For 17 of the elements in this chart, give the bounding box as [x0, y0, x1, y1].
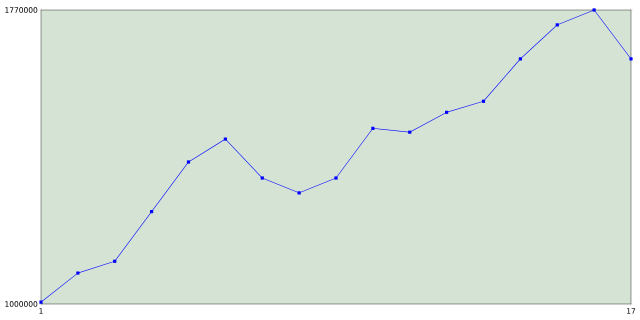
point	[518, 57, 522, 60]
point	[629, 57, 633, 60]
point	[260, 176, 264, 180]
point	[334, 176, 338, 180]
point	[186, 160, 190, 164]
point	[224, 137, 227, 141]
point	[556, 23, 559, 26]
point	[150, 210, 154, 214]
point	[39, 300, 43, 304]
point	[482, 100, 486, 103]
point	[592, 8, 596, 12]
point	[76, 271, 80, 275]
point	[371, 126, 374, 130]
point	[445, 110, 448, 114]
point	[408, 130, 412, 134]
point	[298, 191, 301, 194]
point	[113, 260, 116, 263]
